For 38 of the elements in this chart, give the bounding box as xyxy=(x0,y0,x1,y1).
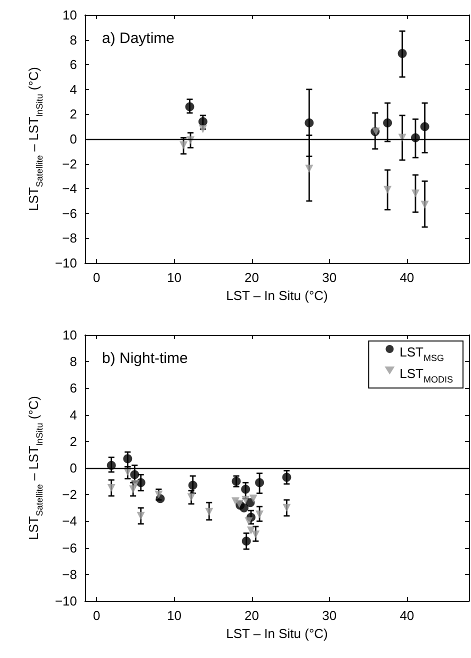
y-tick-label: −4 xyxy=(62,181,77,196)
y-tick-label: 2 xyxy=(70,106,77,122)
x-tick-label: 10 xyxy=(166,270,182,285)
y-tick-label: 0 xyxy=(70,460,77,476)
y-tick-label: −8 xyxy=(62,566,77,582)
y-tick-label: −8 xyxy=(62,230,77,246)
y-tick-label: −2 xyxy=(62,156,77,172)
x-axis-title: LST – In Situ (°C) xyxy=(226,288,328,303)
x-tick-label: 40 xyxy=(400,270,414,285)
text: a) Daytime xyxy=(102,30,175,47)
y-tick-label: 6 xyxy=(70,380,77,396)
y-tick-label: 4 xyxy=(70,82,77,97)
y-axis-title: LSTSatellite – LSTInSitu (°C) xyxy=(26,396,45,540)
y-tick-label: 8 xyxy=(70,354,77,370)
y-tick-label: 8 xyxy=(70,32,77,48)
y-tick-label: 10 xyxy=(62,328,77,342)
y-tick-label: −4 xyxy=(62,514,77,529)
x-tick-label: 0 xyxy=(93,270,100,285)
y-tick-label: −10 xyxy=(54,256,77,270)
y-tick-label: 4 xyxy=(70,407,77,422)
x-tick-label: 20 xyxy=(244,608,260,623)
y-tick-label: −6 xyxy=(62,540,77,556)
x-axis-title: LST – In Situ (°C) xyxy=(226,626,328,641)
x-tick-label: 10 xyxy=(166,608,182,623)
x-tick-label: 30 xyxy=(322,608,337,623)
y-tick-label: 10 xyxy=(62,8,77,22)
x-tick-label: 0 xyxy=(93,608,100,623)
y-tick-label: −6 xyxy=(62,206,77,221)
y-axis-title: LSTSatellite – LSTInSitu (°C) xyxy=(26,66,45,212)
y-tick-label: 6 xyxy=(70,57,77,72)
y-tick-label: 0 xyxy=(70,132,77,146)
y-tick-label: 2 xyxy=(70,434,77,449)
x-tick-label: 40 xyxy=(400,608,414,623)
text: b) Night-time xyxy=(102,350,188,367)
x-tick-label: 30 xyxy=(322,270,337,285)
y-tick-label: −10 xyxy=(54,594,77,608)
x-tick-label: 20 xyxy=(244,270,260,285)
y-tick-label: −2 xyxy=(62,487,77,502)
